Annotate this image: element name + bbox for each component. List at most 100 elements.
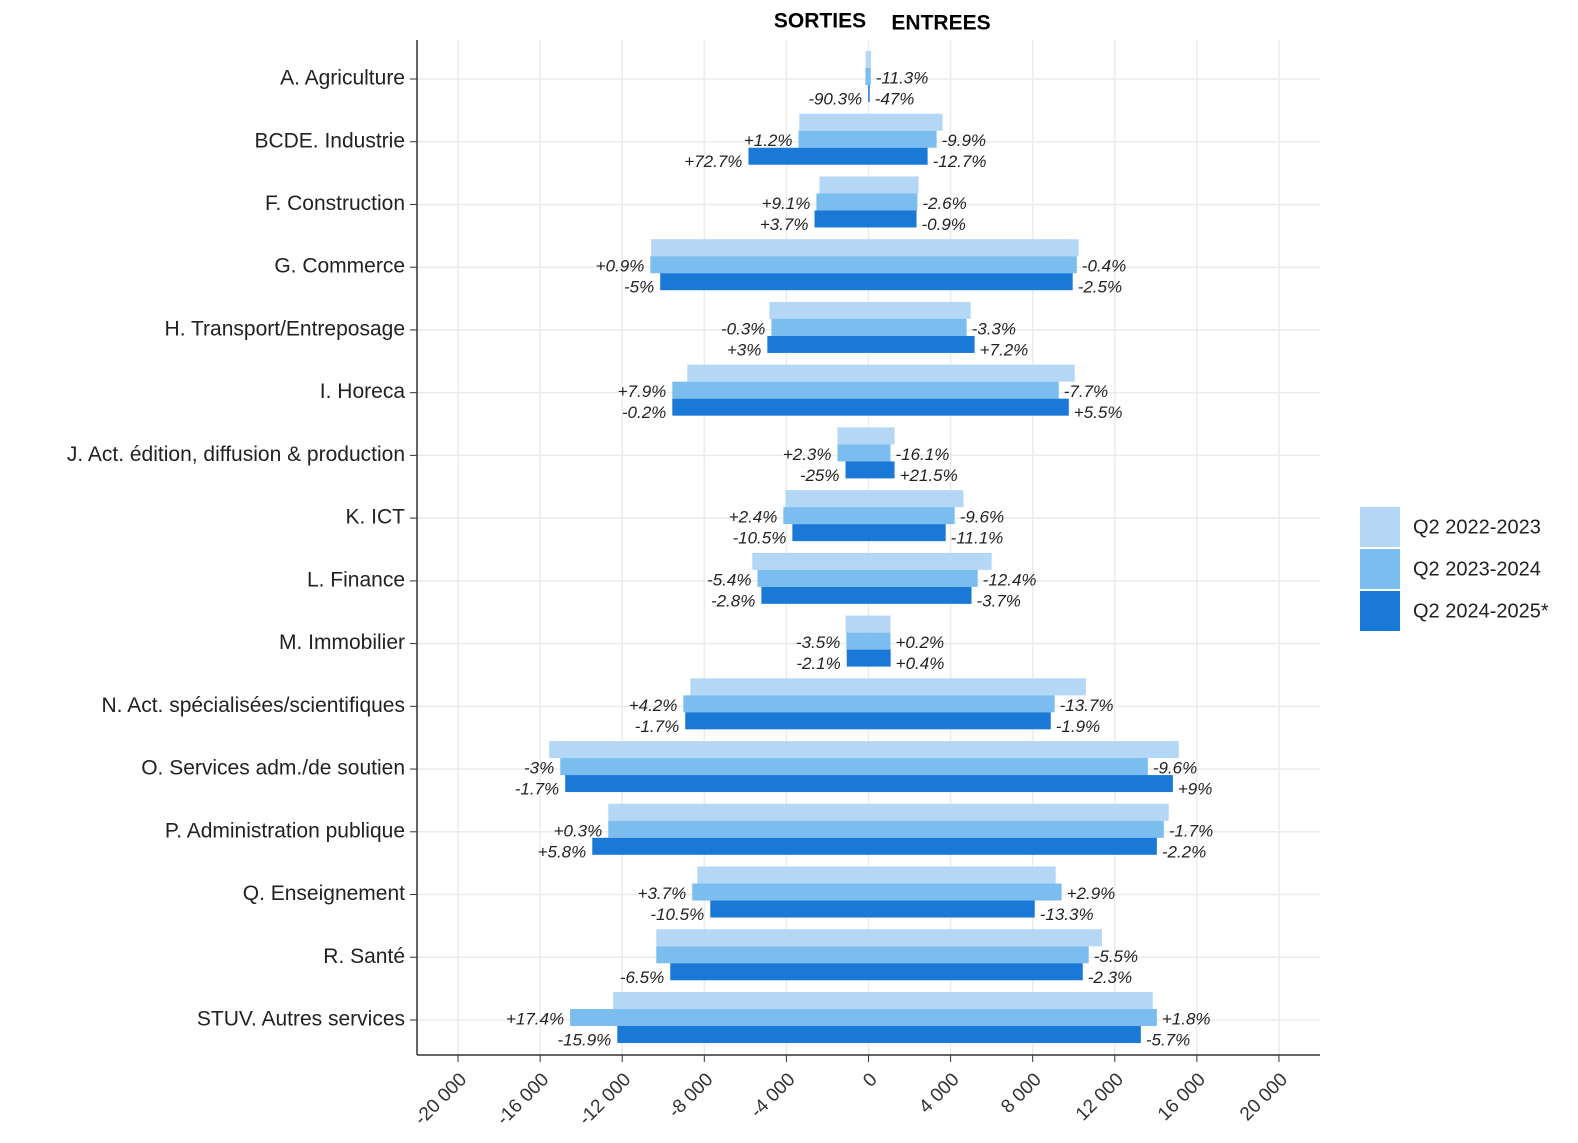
bar [868, 883, 1062, 901]
legend-swatch [1360, 549, 1400, 589]
bar [868, 176, 919, 194]
bar [837, 427, 869, 445]
category-label: J. Act. édition, diffusion & production [67, 443, 405, 466]
change-label: -5.7% [1146, 1030, 1190, 1049]
change-label: -9.9% [942, 131, 986, 150]
bar [868, 649, 891, 667]
bar [651, 239, 869, 257]
change-label: -1.7% [1169, 821, 1213, 840]
bar [814, 210, 869, 228]
bar [799, 113, 869, 131]
right-title: ENTREES [891, 12, 990, 35]
bar [868, 866, 1056, 884]
x-tick-label: 16 000 [1154, 1069, 1210, 1125]
bar [868, 210, 917, 228]
x-tick-label: -8 000 [664, 1069, 717, 1122]
bar [687, 364, 869, 382]
bar [570, 1009, 869, 1026]
bar [608, 803, 869, 821]
bar [783, 507, 869, 525]
change-label: -12.7% [933, 152, 987, 171]
x-tick-label: -12 000 [575, 1069, 635, 1129]
change-label: -3.5% [796, 633, 840, 652]
change-label: -13.3% [1040, 905, 1094, 924]
change-label: +5.5% [1074, 403, 1123, 422]
bar [868, 946, 1089, 964]
change-label: -90.3% [808, 89, 862, 108]
change-label: +1.2% [744, 131, 793, 150]
category-label: H. Transport/Entreposage [165, 317, 405, 340]
category-label: L. Finance [307, 568, 405, 591]
bar [656, 946, 869, 964]
change-label: -2.8% [711, 591, 755, 610]
change-label: -5% [624, 278, 654, 297]
change-label: -47% [875, 89, 915, 108]
bar [670, 963, 869, 981]
change-label: -1.7% [635, 717, 679, 736]
change-label: -6.5% [620, 968, 664, 987]
category-label: G. Commerce [274, 255, 405, 278]
bar [845, 615, 869, 633]
bar [710, 900, 869, 918]
bar [757, 569, 869, 587]
bar [868, 335, 975, 353]
bar [865, 51, 869, 68]
bar [868, 239, 1079, 257]
legend-label: Q2 2023-2024 [1413, 558, 1541, 580]
x-tick-label: 20 000 [1236, 1069, 1292, 1125]
change-label: +0.9% [596, 257, 645, 276]
category-label: A. Agriculture [280, 67, 405, 90]
category-label: K. ICT [345, 506, 405, 529]
bar [868, 364, 1075, 382]
bar [868, 524, 946, 542]
bar [868, 632, 891, 650]
change-label: +7.9% [618, 382, 667, 401]
change-label: +9% [1178, 780, 1213, 799]
change-label: -2.1% [796, 654, 840, 673]
bar [868, 741, 1179, 759]
bar [767, 335, 869, 353]
change-label: -12.4% [983, 570, 1037, 589]
change-label: -5.4% [707, 570, 751, 589]
bar [868, 381, 1059, 399]
category-label: R. Santé [323, 945, 405, 968]
change-label: +17.4% [506, 1009, 564, 1028]
bar [868, 1009, 1157, 1026]
bar [868, 427, 895, 445]
bar [868, 51, 872, 68]
bar [608, 820, 869, 838]
bar [683, 695, 869, 713]
bar [792, 524, 869, 542]
x-tick-label: 8 000 [997, 1069, 1045, 1117]
bar [660, 273, 869, 291]
change-label: -3.3% [972, 319, 1016, 338]
change-label: +3.7% [638, 884, 687, 903]
change-label: -11.1% [951, 529, 1004, 548]
change-label: +0.4% [896, 654, 945, 673]
bar [771, 318, 869, 336]
bar [690, 678, 869, 696]
category-label: BCDE. Industrie [254, 129, 405, 152]
category-label: F. Construction [265, 192, 405, 215]
change-label: -25% [800, 466, 840, 485]
bar [798, 130, 869, 148]
bar [868, 963, 1083, 981]
change-label: -2.5% [1078, 278, 1122, 297]
bar [868, 507, 955, 525]
bar [650, 256, 869, 274]
bar [816, 193, 869, 211]
change-label: +2.3% [783, 445, 832, 464]
bar [837, 444, 869, 462]
change-label: +4.2% [629, 696, 678, 715]
change-label: +1.8% [1162, 1009, 1211, 1028]
change-label: +3.7% [760, 215, 809, 234]
change-label: -7.7% [1064, 382, 1108, 401]
change-label: -0.4% [1082, 257, 1126, 276]
bar [868, 837, 1157, 855]
bar [868, 758, 1148, 776]
left-title: SORTIES [774, 10, 866, 33]
x-tick-label: 0 [859, 1069, 881, 1091]
x-tick-label: -4 000 [747, 1069, 800, 1122]
bar [845, 461, 869, 479]
